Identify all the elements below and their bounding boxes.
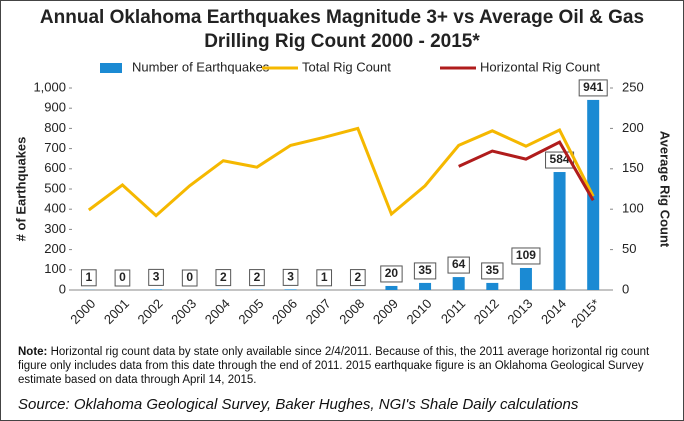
data-label: 1 xyxy=(85,270,92,284)
legend-label: Number of Earthquakes xyxy=(132,59,270,74)
note-label: Note: xyxy=(18,346,48,358)
data-label: 2 xyxy=(254,270,261,284)
y-tick-label: 700 xyxy=(44,140,66,155)
y-tick-label: 0 xyxy=(59,281,66,296)
y-tick-label: 600 xyxy=(44,160,66,175)
bar xyxy=(452,277,465,290)
data-label: 0 xyxy=(186,270,193,284)
source: Source: Oklahoma Geological Survey, Bake… xyxy=(18,396,579,413)
y-tick-label: 900 xyxy=(44,100,66,115)
y-tick-label: 100 xyxy=(44,261,66,276)
y-tick-label: 200 xyxy=(44,241,66,256)
data-label: 20 xyxy=(385,266,399,280)
y-tick-label: 500 xyxy=(44,180,66,195)
y2-tick-label: 100 xyxy=(622,201,644,216)
data-label-box xyxy=(316,269,333,287)
data-label: 35 xyxy=(418,263,432,277)
data-label: 3 xyxy=(287,270,294,284)
data-label-box xyxy=(481,262,504,280)
y2-tick-label: 150 xyxy=(622,160,644,175)
data-label: 64 xyxy=(452,257,466,271)
legend-label: Horizontal Rig Count xyxy=(480,59,600,74)
data-label: 2 xyxy=(220,270,227,284)
legend-label: Total Rig Count xyxy=(302,59,391,74)
y-tick-label: 800 xyxy=(44,120,66,135)
line xyxy=(87,126,595,218)
bar xyxy=(419,282,432,290)
y2-tick-label: 50 xyxy=(622,241,636,256)
y2-tick-label: 0 xyxy=(622,281,629,296)
y-tick-label: 400 xyxy=(44,201,66,216)
chart-title: Annual Oklahoma Earthquakes Magnitude 3+… xyxy=(40,7,644,28)
bar xyxy=(486,282,499,290)
data-label-box xyxy=(249,269,265,287)
data-label: 0 xyxy=(119,270,126,284)
bar xyxy=(150,289,163,290)
note: Note: Horizontal rig count data by state… xyxy=(18,345,668,387)
note-text: Horizontal rig count data by state only … xyxy=(18,346,650,386)
data-label: 3 xyxy=(153,270,160,284)
data-label: 2 xyxy=(354,270,361,284)
data-label-box xyxy=(181,269,198,287)
data-label-box xyxy=(578,79,608,97)
data-label-box xyxy=(413,262,437,280)
data-label-box xyxy=(114,269,131,287)
bar xyxy=(385,285,398,290)
data-label: 1 xyxy=(321,270,328,284)
y-tick-label: 300 xyxy=(44,221,66,236)
data-label-box xyxy=(148,268,164,286)
y-tick-label: 1,000 xyxy=(33,79,66,94)
bar xyxy=(519,267,532,290)
bar xyxy=(284,289,297,290)
y2-tick-label: 250 xyxy=(622,79,644,94)
data-label: 35 xyxy=(486,263,500,277)
bar xyxy=(553,172,566,290)
data-label: 109 xyxy=(516,248,536,262)
data-label-box xyxy=(380,265,403,283)
data-label-box xyxy=(215,269,232,287)
y2-axis-label: Average Rig Count xyxy=(658,131,673,248)
y2-tick-label: 200 xyxy=(622,120,644,135)
data-label-box xyxy=(511,247,541,265)
data-label-box xyxy=(282,268,299,286)
data-label-box xyxy=(349,269,366,287)
legend-swatch xyxy=(100,63,122,73)
data-label-box xyxy=(447,256,470,274)
y-axis-label: # of Earthquakes xyxy=(13,137,28,242)
chart-title: Drilling Rig Count 2000 - 2015* xyxy=(204,31,480,52)
data-label: 941 xyxy=(583,80,603,94)
data-label-box xyxy=(80,269,97,287)
line xyxy=(458,140,595,202)
data-label: 584 xyxy=(550,152,570,166)
